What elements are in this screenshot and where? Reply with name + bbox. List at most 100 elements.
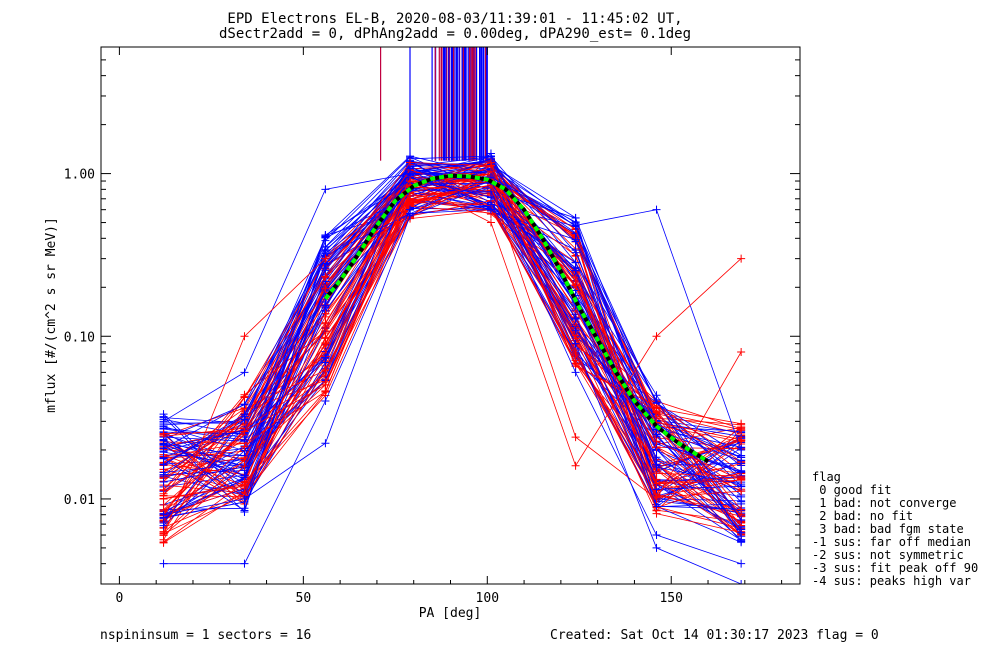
data-point bbox=[159, 510, 168, 519]
data-point bbox=[159, 559, 168, 568]
data-point bbox=[159, 519, 168, 528]
data-point bbox=[652, 531, 661, 540]
series-line bbox=[163, 209, 742, 521]
data-point bbox=[406, 194, 415, 203]
data-point bbox=[571, 248, 580, 257]
y-axis-label: mflux [#/(cm^2 s sr MeV)] bbox=[44, 217, 59, 413]
data-point bbox=[240, 400, 249, 409]
data-point bbox=[240, 462, 249, 471]
data-point bbox=[571, 339, 580, 348]
y-tick-label: 1.00 bbox=[64, 168, 95, 183]
data-point bbox=[652, 479, 661, 488]
data-point bbox=[652, 205, 661, 214]
series-line bbox=[163, 199, 742, 516]
data-point bbox=[159, 537, 168, 546]
data-point bbox=[321, 301, 330, 310]
legend-item: 1 bad: not converge bbox=[812, 496, 957, 510]
data-point bbox=[571, 214, 580, 223]
legend-item: 3 bad: bad fgm state bbox=[812, 522, 964, 536]
data-point bbox=[321, 339, 330, 348]
data-point bbox=[737, 535, 746, 544]
legend-item: -2 sus: not symmetric bbox=[812, 548, 964, 562]
data-point bbox=[571, 356, 580, 365]
data-point bbox=[159, 531, 168, 540]
data-point bbox=[321, 309, 330, 318]
data-point bbox=[652, 391, 661, 400]
data-point bbox=[321, 185, 330, 194]
series-line bbox=[163, 177, 742, 498]
data-point bbox=[321, 284, 330, 293]
data-point bbox=[240, 559, 249, 568]
data-point bbox=[571, 368, 580, 377]
series-line bbox=[163, 172, 742, 480]
data-point bbox=[486, 192, 495, 201]
data-point bbox=[321, 353, 330, 362]
data-point bbox=[737, 559, 746, 568]
chart-title: EPD Electrons EL-B, 2020-08-03/11:39:01 … bbox=[227, 11, 682, 27]
data-point bbox=[321, 439, 330, 448]
data-point bbox=[652, 453, 661, 462]
data-point bbox=[159, 429, 168, 438]
x-tick-label: 100 bbox=[476, 591, 499, 606]
data-point bbox=[737, 254, 746, 263]
series-line bbox=[163, 194, 742, 537]
data-point bbox=[571, 235, 580, 244]
data-point bbox=[571, 433, 580, 442]
series-line bbox=[163, 177, 742, 512]
data-point bbox=[652, 509, 661, 518]
legend-item: -1 sus: far off median bbox=[812, 535, 971, 549]
data-point bbox=[571, 314, 580, 323]
data-point bbox=[571, 221, 580, 230]
data-point bbox=[737, 505, 746, 514]
data-point bbox=[486, 161, 495, 170]
y-tick-label: 0.10 bbox=[64, 330, 95, 345]
data-point bbox=[652, 430, 661, 439]
legend-item: 2 bad: no fit bbox=[812, 509, 913, 523]
y-tick-label: 0.01 bbox=[64, 493, 95, 508]
data-point bbox=[321, 396, 330, 405]
series-line bbox=[163, 169, 742, 480]
chart-subtitle: dSectr2add = 0, dPhAng2add = 0.00deg, dP… bbox=[219, 26, 691, 42]
series-line bbox=[163, 180, 742, 584]
data-point bbox=[406, 169, 415, 178]
data-point bbox=[737, 426, 746, 435]
data-point bbox=[486, 205, 495, 214]
data-point bbox=[159, 468, 168, 477]
series-line bbox=[163, 180, 742, 536]
data-point bbox=[737, 476, 746, 485]
series-line bbox=[163, 205, 742, 523]
data-point bbox=[406, 177, 415, 186]
x-tick-label: 50 bbox=[296, 591, 312, 606]
series-line bbox=[163, 209, 742, 512]
x-tick-label: 150 bbox=[659, 591, 682, 606]
data-point bbox=[486, 218, 495, 227]
legend-item: -4 sus: peaks high var bbox=[812, 574, 971, 588]
series-line bbox=[163, 171, 742, 523]
data-point bbox=[737, 515, 746, 524]
data-point bbox=[240, 427, 249, 436]
series-line bbox=[163, 170, 742, 510]
x-tick-label: 0 bbox=[115, 591, 123, 606]
data-point bbox=[321, 380, 330, 389]
data-point bbox=[240, 471, 249, 480]
series-line bbox=[163, 184, 742, 565]
data-point bbox=[406, 158, 415, 167]
data-point bbox=[571, 461, 580, 470]
data-point bbox=[240, 368, 249, 377]
data-point bbox=[240, 393, 249, 402]
footer-left: nspininsum = 1 sectors = 16 bbox=[100, 628, 311, 643]
data-point bbox=[159, 417, 168, 426]
data-point bbox=[240, 415, 249, 424]
data-point bbox=[737, 445, 746, 454]
plot-area bbox=[159, 47, 746, 584]
data-point bbox=[571, 266, 580, 275]
data-point bbox=[737, 348, 746, 357]
data-point bbox=[571, 258, 580, 267]
data-point bbox=[737, 436, 746, 445]
series-line bbox=[163, 187, 742, 533]
data-point bbox=[159, 454, 168, 463]
axes: 0 50 100 150 0.01 0.10 1.00 bbox=[64, 47, 800, 606]
data-point bbox=[240, 482, 249, 491]
data-point bbox=[737, 580, 746, 584]
